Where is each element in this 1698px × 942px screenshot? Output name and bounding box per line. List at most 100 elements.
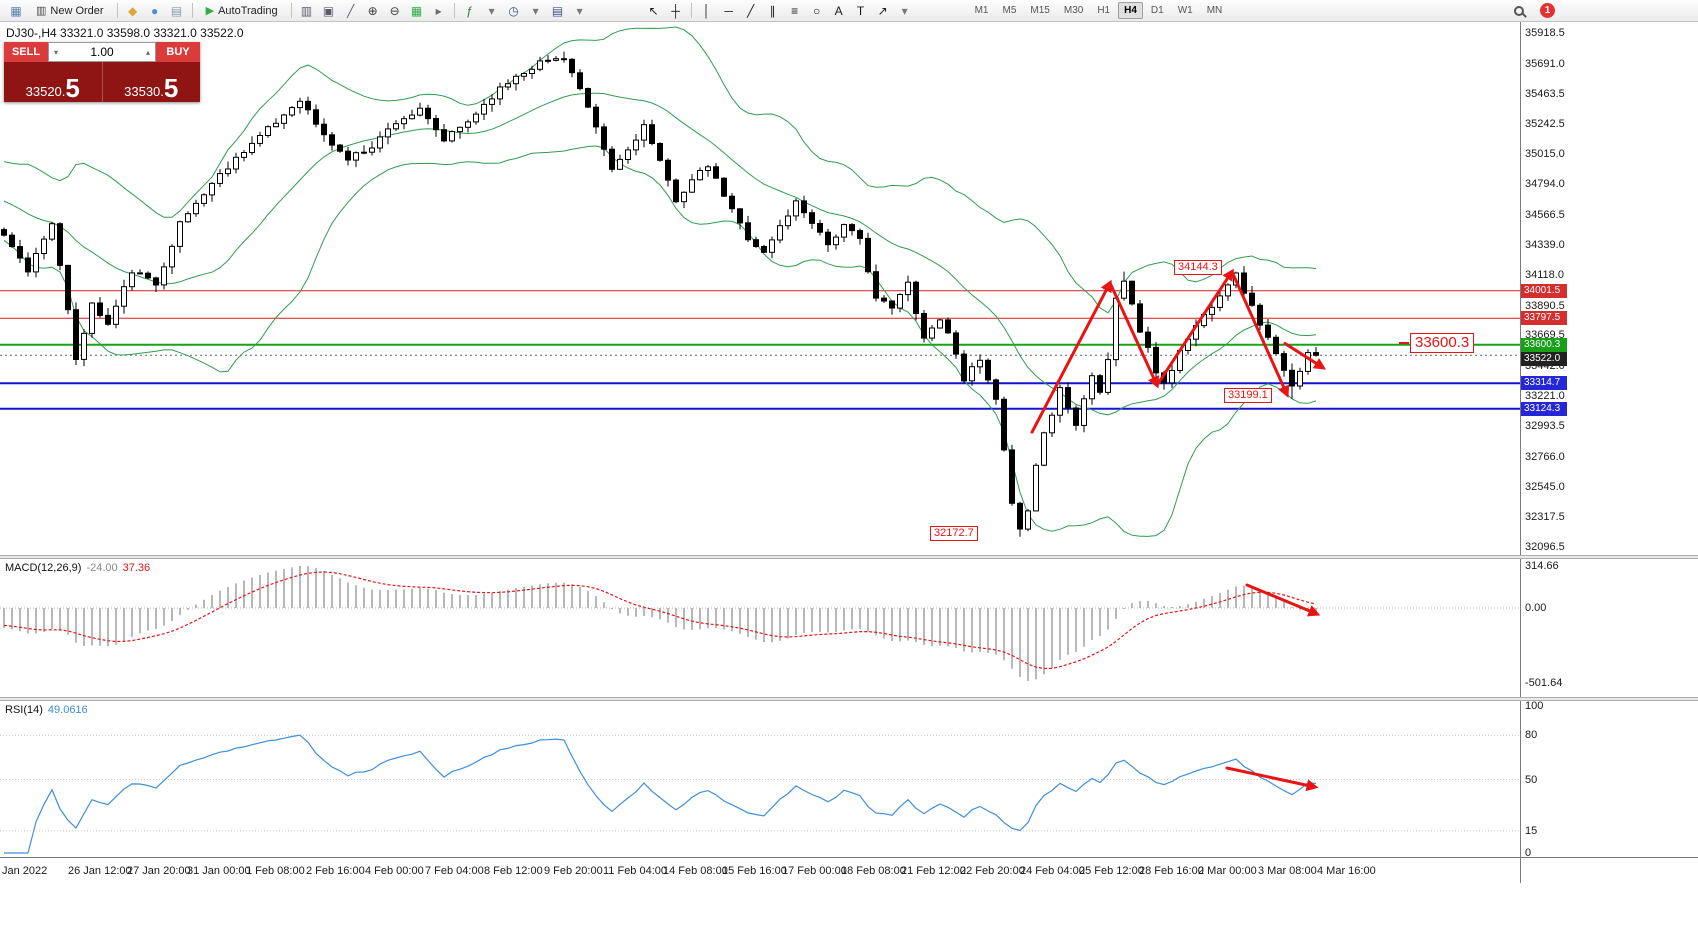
- chart-shift-icon[interactable]: ▸: [435, 3, 442, 18]
- trend-arrow[interactable]: [1155, 268, 1234, 387]
- indicators-dropdown-icon[interactable]: ▾: [488, 3, 495, 18]
- macd-signal-line: [3, 571, 1317, 670]
- trend-arrow[interactable]: [1030, 279, 1112, 434]
- shapes-icon[interactable]: ○: [812, 3, 821, 18]
- arrows-icon[interactable]: ↗: [877, 3, 888, 18]
- trend-arrow[interactable]: [1230, 270, 1290, 398]
- periods-dropdown-icon[interactable]: ▾: [532, 3, 539, 18]
- rsi-trend-arrow[interactable]: [1225, 766, 1319, 792]
- bollinger-upper-band: [3, 26, 1317, 314]
- rsi-line: [4, 734, 1317, 854]
- new-chart-icon[interactable]: ▦: [10, 3, 22, 18]
- time-axis-label: 26 Jan 12:00: [68, 865, 132, 877]
- timeframe-button-m30[interactable]: M30: [1063, 5, 1084, 16]
- crosshair-icon[interactable]: ┼: [671, 3, 680, 18]
- time-axis-label: 11 Feb 04:00: [603, 865, 668, 877]
- trend-arrow-small[interactable]: [1283, 342, 1327, 370]
- buy-price-panel[interactable]: 33530. 5: [101, 62, 200, 102]
- autotrading-button-icon: ▶: [205, 5, 215, 17]
- time-axis-label: 4 Feb 00:00: [365, 865, 424, 877]
- buy-button[interactable]: BUY: [156, 42, 200, 62]
- tile-windows-icon[interactable]: ▦: [410, 3, 423, 18]
- price-tag-34001.5: 34001.5: [1521, 284, 1567, 298]
- favorites-icon[interactable]: ◆: [127, 3, 138, 18]
- new-order-button-icon: ▥: [36, 5, 47, 17]
- rsi-chart[interactable]: [0, 701, 1520, 857]
- timeframe-button-mn[interactable]: MN: [1206, 5, 1223, 16]
- macd-panel: MACD(12,26,9) -24.00 37.36 314.66 0.00 -501.…: [0, 559, 1698, 697]
- price-axis-label: 35691.0: [1525, 58, 1565, 70]
- horizontal-line-icon[interactable]: ─: [724, 3, 733, 18]
- autotrading-button[interactable]: ▶ AutoTrading: [199, 2, 285, 20]
- time-axis-label: 21 Feb 12:00: [901, 865, 966, 877]
- search-icon[interactable]: [1514, 5, 1524, 16]
- candlestick-chart[interactable]: [0, 22, 1520, 555]
- macd-trend-arrow[interactable]: [1245, 583, 1321, 617]
- templates-dropdown-icon[interactable]: ▾: [576, 3, 583, 18]
- timeframe-button-w1[interactable]: W1: [1177, 5, 1193, 16]
- price-annotation-33600.3[interactable]: 33600.3: [1410, 333, 1475, 353]
- price-annotation-34144.3[interactable]: 34144.3: [1174, 260, 1222, 275]
- macd-chart[interactable]: [0, 559, 1520, 697]
- timeframe-button-d1[interactable]: D1: [1150, 5, 1164, 16]
- price-tag-33600.3: 33600.3: [1521, 338, 1567, 352]
- time-axis-label: Jan 2022: [2, 865, 48, 877]
- indicator-name: RSI(14): [5, 704, 43, 716]
- price-chart-panel: DJ30-,H4 33321.0 33598.0 33321.0 33522.0…: [0, 22, 1698, 555]
- bottom-spacer: [0, 883, 1698, 942]
- macd-axis-label: -501.64: [1525, 677, 1563, 689]
- zoom-out-icon[interactable]: ⊖: [389, 3, 400, 18]
- sell-price-panel[interactable]: 33520. 5: [4, 62, 102, 102]
- indicators-icon[interactable]: ƒ: [466, 3, 473, 18]
- timeframe-button-h1[interactable]: H1: [1097, 5, 1111, 16]
- periods-icon[interactable]: ◷: [508, 3, 519, 18]
- timeframe-button-m1[interactable]: M1: [974, 5, 989, 16]
- zoom-in-icon[interactable]: ⊕: [367, 3, 378, 18]
- time-axis-label: 1 Feb 08:00: [246, 865, 305, 877]
- line-chart-icon[interactable]: ╱: [346, 3, 355, 18]
- vertical-line-icon[interactable]: │: [702, 3, 711, 18]
- text-icon[interactable]: A: [834, 3, 843, 18]
- sell-button[interactable]: SELL: [4, 42, 48, 62]
- new-order-button[interactable]: ▥ New Order: [29, 2, 111, 20]
- price-axis-label: 32993.5: [1525, 420, 1565, 432]
- price-axis[interactable]: 35918.5 35691.0 35463.5 35242.5 35015.0 34794…: [1520, 22, 1698, 555]
- time-axis-label: 9 Feb 20:00: [544, 865, 603, 877]
- trend-arrow[interactable]: [1108, 281, 1159, 389]
- time-axis-label: 31 Jan 00:00: [187, 865, 251, 877]
- time-axis-label: 2 Mar 00:00: [1198, 865, 1257, 877]
- macd-label: MACD(12,26,9) -24.00 37.36: [5, 562, 155, 574]
- toolbar-separator: [116, 3, 118, 18]
- price-axis-label: 33221.0: [1525, 390, 1565, 402]
- panel-separator[interactable]: [0, 697, 1698, 701]
- one-click-trading-widget: SELL ▾ ▴ BUY 33520.5 33530.5: [4, 42, 200, 102]
- rsi-axis-label: 100: [1525, 700, 1544, 712]
- price-axis-label: 35463.5: [1525, 88, 1565, 100]
- fibonacci-icon[interactable]: ≡: [791, 3, 799, 18]
- notification-badge[interactable]: 1: [1540, 3, 1555, 18]
- volume-input[interactable]: [63, 45, 141, 59]
- sell-price-big-digit: 5: [65, 73, 80, 103]
- time-axis[interactable]: Jan 2022 26 Jan 12:00 27 Jan 20:00 31 Jan 0…: [0, 857, 1698, 883]
- more-drawing-tools-icon[interactable]: ▾: [901, 3, 908, 18]
- volume-up-button[interactable]: ▴: [145, 47, 150, 57]
- price-annotation-32172.7[interactable]: 32172.7: [930, 526, 978, 541]
- macd-axis-label: 314.66: [1525, 560, 1559, 572]
- candlestick-chart-icon[interactable]: ▣: [322, 3, 335, 18]
- timeframe-button-m15[interactable]: M15: [1030, 5, 1050, 16]
- label-icon[interactable]: T: [856, 3, 865, 18]
- trendline-icon[interactable]: ╱: [746, 3, 755, 18]
- price-annotation-33199.1[interactable]: 33199.1: [1224, 388, 1272, 403]
- timeframe-button-h4[interactable]: H4: [1118, 2, 1143, 19]
- equidistant-channel-icon[interactable]: ∥: [769, 3, 776, 18]
- layouts-icon[interactable]: ▤: [170, 3, 183, 18]
- templates-icon[interactable]: ▤: [551, 3, 564, 18]
- timeframe-button-m5[interactable]: M5: [1002, 5, 1017, 16]
- profiles-icon[interactable]: ●: [150, 3, 159, 18]
- buy-price-small: 33530.: [124, 84, 164, 99]
- bar-chart-icon[interactable]: ▥: [300, 3, 313, 18]
- cursor-icon[interactable]: ↖: [648, 3, 659, 18]
- volume-down-button[interactable]: ▾: [53, 47, 58, 57]
- time-axis-label: 17 Feb 00:00: [782, 865, 847, 877]
- panel-separator[interactable]: [0, 555, 1698, 559]
